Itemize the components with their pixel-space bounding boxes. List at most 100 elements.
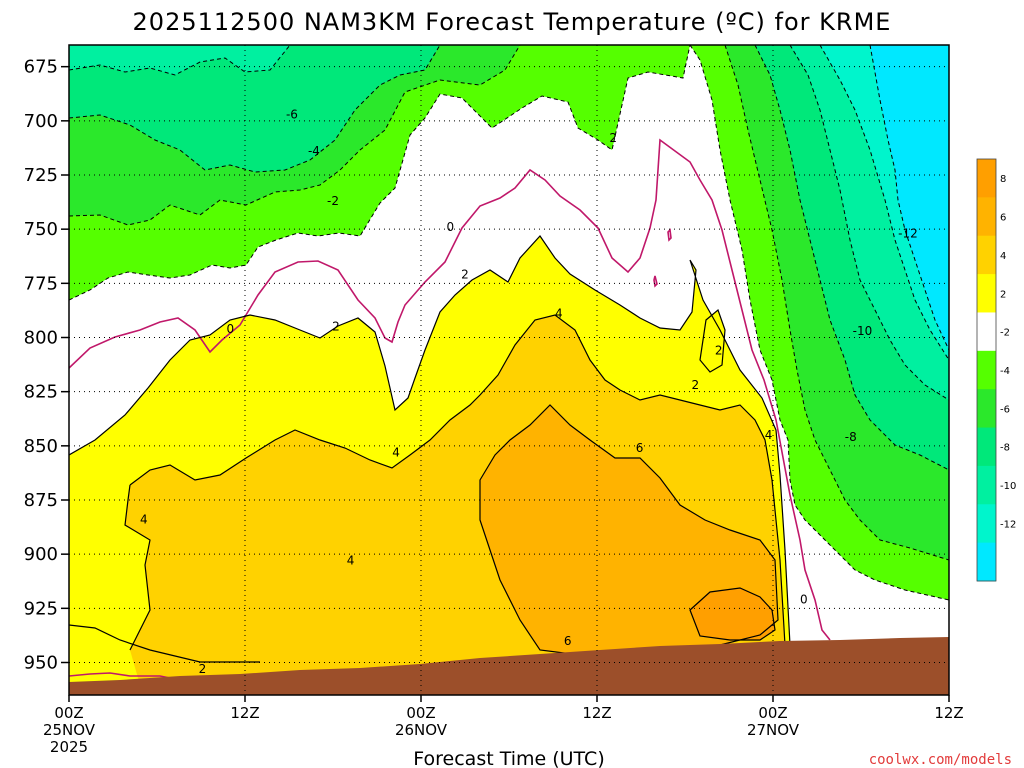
colorbar-label: 2: [1000, 289, 1006, 300]
contour-label: 0: [800, 593, 808, 607]
colorbar-label: -4: [1000, 366, 1010, 377]
y-tick-label: 700: [24, 111, 58, 132]
y-tick-label: 825: [24, 382, 58, 403]
colorbar-label: 6: [1000, 213, 1006, 224]
x-axis-title: Forecast Time (UTC): [413, 748, 604, 768]
contour-label: -2: [327, 194, 339, 208]
contour-label: -6: [286, 107, 298, 121]
contour-plus2-small: [699, 308, 726, 373]
grid-lines: [69, 45, 949, 695]
contour-plus6: [479, 404, 779, 656]
y-tick-label: 850: [24, 436, 58, 457]
contour-label: 0: [447, 220, 455, 234]
band-minus6-minus8: [69, 45, 440, 172]
contour-label: -10: [853, 324, 873, 338]
y-tick-label: 775: [24, 273, 58, 294]
colorbar-label: -2: [1000, 328, 1010, 339]
colorbar-bin: [977, 159, 996, 198]
colorbar-bin: [977, 465, 996, 505]
y-tick-label: 750: [24, 219, 58, 240]
y-tick-label: 875: [24, 490, 58, 511]
colorbar-bin: [977, 274, 996, 313]
contour-label: 2: [691, 378, 699, 392]
x-tick-label: 00Z: [54, 704, 83, 722]
colorbar: 8 6 4 2 -2 -4 -6 -8 -10 -12: [976, 158, 1016, 582]
y-tick-label: 900: [24, 544, 58, 565]
contour-label: -4: [308, 144, 320, 158]
contour-label: 4: [765, 428, 773, 442]
y-axis: 675 700 725 750 775 800 825 850 875 900 925 950: [24, 57, 69, 674]
x-tick-label: 27NOV: [747, 721, 800, 739]
contour-zero-small-b: [653, 275, 658, 288]
plot-area: [69, 45, 949, 695]
plot-frame: [68, 44, 950, 696]
colorbar-bin: [977, 235, 996, 275]
contour-label: -8: [845, 430, 857, 444]
chart-title: 2025112500 NAM3KM Forecast Temperature (…: [133, 8, 892, 36]
x-tick-label: 00Z: [758, 704, 787, 722]
y-tick-label: 725: [24, 165, 58, 186]
colorbar-bin: [977, 427, 996, 467]
contour-zero-lower-left: [69, 672, 181, 681]
contour-zero-small-a: [667, 228, 672, 242]
contour-right-minus8: [789, 45, 949, 401]
band-minus8-minus10: [69, 45, 290, 75]
contour-lines: [69, 45, 949, 681]
contour-minus4: [69, 45, 521, 226]
colorbar-bin: [977, 312, 996, 352]
x-tick-label: 12Z: [582, 704, 611, 722]
contour-right-minus6: [754, 45, 949, 471]
colorbar-bin: [977, 504, 996, 544]
colorbar-label: -8: [1000, 443, 1010, 454]
contour-label: 4: [555, 307, 563, 321]
contour-label: 2: [332, 320, 340, 334]
y-tick-label: 675: [24, 57, 58, 78]
contour-label: 4: [392, 445, 400, 459]
x-tick-label: 12Z: [934, 704, 963, 722]
band-plus6-plus8: [480, 405, 778, 655]
contour-right-minus4: [724, 45, 949, 561]
contour-right-minus12: [869, 45, 949, 351]
contour-right-minus10: [819, 45, 949, 361]
contour-minus2: [69, 45, 691, 301]
contour-label: 6: [636, 441, 644, 455]
contour-label: 2: [199, 662, 207, 676]
x-tick-label: 26NOV: [395, 721, 448, 739]
contour-minus6: [69, 45, 441, 173]
contour-label: 2: [715, 344, 723, 358]
band-plus2-small-lower: [700, 310, 725, 372]
contour-label: 6: [564, 634, 572, 648]
colorbar-label: 8: [1000, 174, 1006, 185]
contour-labels: -6 -4 -2 0 2 0 2 2 4 4 4 4 2 6 6 2 2 4 0 -8 -10 -12: [140, 107, 918, 676]
colorbar-bin: [977, 350, 996, 390]
y-tick-label: 800: [24, 328, 58, 349]
contour-label: 4: [140, 513, 148, 527]
y-tick-label: 950: [24, 653, 58, 674]
colorbar-label: -6: [1000, 404, 1010, 415]
credit-text: coolwx.com/models: [869, 752, 1012, 768]
contour-label: 2: [609, 131, 617, 145]
contour-label: -12: [898, 227, 918, 241]
colorbar-label: -12: [1000, 519, 1016, 530]
y-tick-label: 925: [24, 598, 58, 619]
colorbar-label: -10: [1000, 481, 1016, 492]
contour-label: 2: [461, 268, 469, 282]
x-tick-label: 2025: [50, 738, 88, 756]
x-tick-label: 12Z: [230, 704, 259, 722]
x-tick-label: 25NOV: [43, 721, 96, 739]
contour-plus2: [69, 235, 791, 646]
contour-label: 0: [227, 322, 235, 336]
contour-plus4: [129, 314, 786, 646]
contour-label: 4: [347, 554, 355, 568]
terrain: [69, 637, 949, 695]
colorbar-bin: [977, 389, 996, 429]
colorbar-label: 4: [1000, 251, 1006, 262]
band-plus8-plus10: [690, 588, 775, 640]
contour-plus2-bottom: [69, 624, 260, 663]
x-tick-label: 00Z: [406, 704, 435, 722]
colorbar-bin: [977, 542, 996, 582]
colorbar-bin: [977, 197, 996, 237]
contour-minus8: [69, 45, 291, 76]
